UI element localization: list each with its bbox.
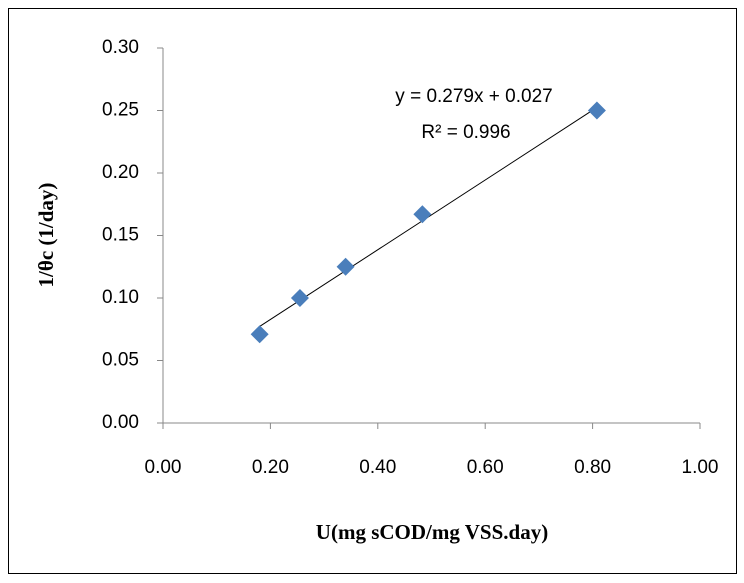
x-tick-label: 0.60 [467, 457, 504, 478]
x-tick-label: 0.20 [252, 457, 289, 478]
marker [336, 257, 355, 276]
y-tick-label: 0.30 [102, 37, 139, 58]
trendline-equation: y = 0.279x + 0.027 [395, 86, 552, 107]
chart-border [8, 8, 737, 574]
x-tick-label: 1.00 [682, 457, 719, 478]
marker [587, 101, 606, 120]
marker [413, 205, 432, 224]
y-tick-label: 0.10 [102, 287, 139, 308]
y-tick-label: 0.00 [102, 412, 139, 433]
y-tick-label: 0.15 [102, 225, 139, 246]
x-axis-label: U(mg sCOD/mg VSS.day) [316, 520, 548, 544]
y-tick-label: 0.25 [102, 100, 139, 121]
x-tick-label: 0.80 [574, 457, 611, 478]
marker [250, 325, 269, 344]
x-tick-label: 0.40 [359, 457, 396, 478]
r-squared: R² = 0.996 [421, 122, 510, 143]
x-tick-label: 0.00 [145, 457, 182, 478]
marker [290, 289, 309, 307]
y-axis-label: 1/θc (1/day) [34, 183, 58, 288]
y-tick-label: 0.05 [102, 350, 139, 371]
y-tick-label: 0.20 [102, 162, 139, 183]
